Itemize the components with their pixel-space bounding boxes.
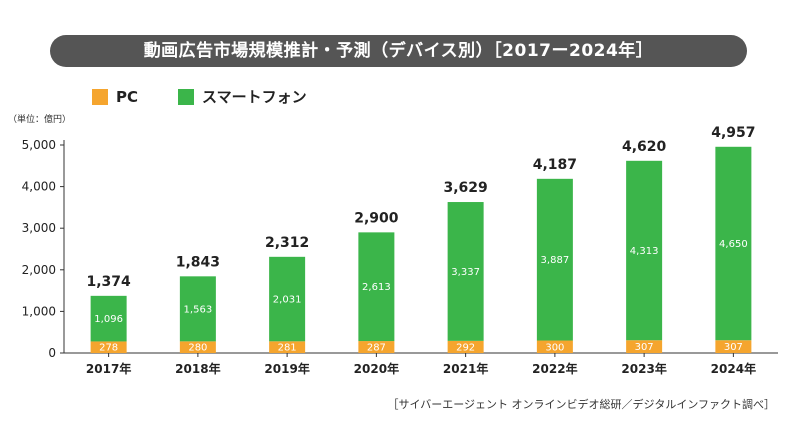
bar-label-smartphone: 2,031 <box>273 295 302 306</box>
bar-smartphone <box>179 276 216 342</box>
x-tick-label: 2022年 <box>532 361 577 376</box>
bar-label-smartphone: 1,096 <box>94 314 123 325</box>
x-tick-label: 2020年 <box>354 361 399 376</box>
bar-total-label: 1,843 <box>176 254 220 270</box>
bar-label-smartphone: 4,313 <box>630 246 659 257</box>
y-tick-label: 0 <box>48 346 56 360</box>
x-tick-label: 2024年 <box>711 361 756 376</box>
bar-pc <box>626 340 663 353</box>
y-tick-label: 1,000 <box>22 304 56 318</box>
x-tick-label: 2021年 <box>443 361 488 376</box>
bar-pc <box>269 341 306 353</box>
bar-total-label: 2,312 <box>265 235 309 251</box>
legend: PC スマートフォン <box>92 86 347 107</box>
bar-smartphone <box>626 160 663 341</box>
y-tick-label: 3,000 <box>22 221 56 235</box>
bar-pc <box>358 341 395 353</box>
bar-total-label: 4,187 <box>533 157 577 173</box>
bar-pc <box>715 340 752 353</box>
bar-label-smartphone: 2,613 <box>362 282 391 293</box>
bar-smartphone <box>447 202 484 341</box>
bar-pc <box>536 340 573 353</box>
bar-total-label: 1,374 <box>86 274 131 290</box>
bar-label-smartphone: 4,650 <box>719 239 748 250</box>
y-tick-label: 2,000 <box>22 263 56 277</box>
bar-pc <box>179 341 216 353</box>
bar-label-smartphone: 3,887 <box>541 255 570 266</box>
legend-swatch-smartphone <box>178 88 195 105</box>
unit-label: （単位：億円） <box>8 115 72 125</box>
bar-label-pc: 280 <box>188 343 207 354</box>
bar-smartphone <box>536 178 573 341</box>
bar-label-pc: 307 <box>635 342 654 353</box>
bar-label-pc: 292 <box>456 342 475 353</box>
x-tick-label: 2023年 <box>621 361 666 376</box>
legend-item-smartphone: スマートフォン <box>178 86 307 107</box>
bar-smartphone <box>715 146 752 341</box>
bar-label-smartphone: 3,337 <box>451 267 480 278</box>
x-tick-label: 2019年 <box>264 361 309 376</box>
y-tick-label: 4,000 <box>22 180 56 194</box>
bar-total-label: 3,629 <box>443 180 487 196</box>
bar-label-pc: 307 <box>724 342 743 353</box>
y-tick-label: 5,000 <box>22 138 56 152</box>
x-tick-label: 2017年 <box>86 361 131 376</box>
bar-label-pc: 278 <box>99 343 118 354</box>
x-tick-label: 2018年 <box>175 361 220 376</box>
bar-label-pc: 281 <box>278 343 297 354</box>
bar-total-label: 2,900 <box>354 210 399 226</box>
bar-label-pc: 300 <box>545 342 564 353</box>
bar-pc <box>90 341 127 353</box>
legend-label-smartphone: スマートフォン <box>202 88 307 106</box>
bar-pc <box>447 340 484 353</box>
bar-total-label: 4,957 <box>711 125 755 141</box>
source-note: ［サイバーエージェント オンラインビデオ総研／デジタルインファクト調べ］ <box>387 398 775 411</box>
chart-title: 動画広告市場規模推計・予測（デバイス別）［2017ー2024年］ <box>50 35 747 67</box>
bar-smartphone <box>269 256 306 342</box>
bar-smartphone <box>90 295 127 342</box>
bar-label-pc: 287 <box>367 343 386 354</box>
legend-label-pc: PC <box>116 87 139 106</box>
bar-label-smartphone: 1,563 <box>184 304 213 315</box>
legend-swatch-pc <box>92 88 108 105</box>
bar-total-label: 4,620 <box>622 139 667 155</box>
legend-item-pc: PC <box>92 88 138 106</box>
bar-smartphone <box>358 232 395 342</box>
